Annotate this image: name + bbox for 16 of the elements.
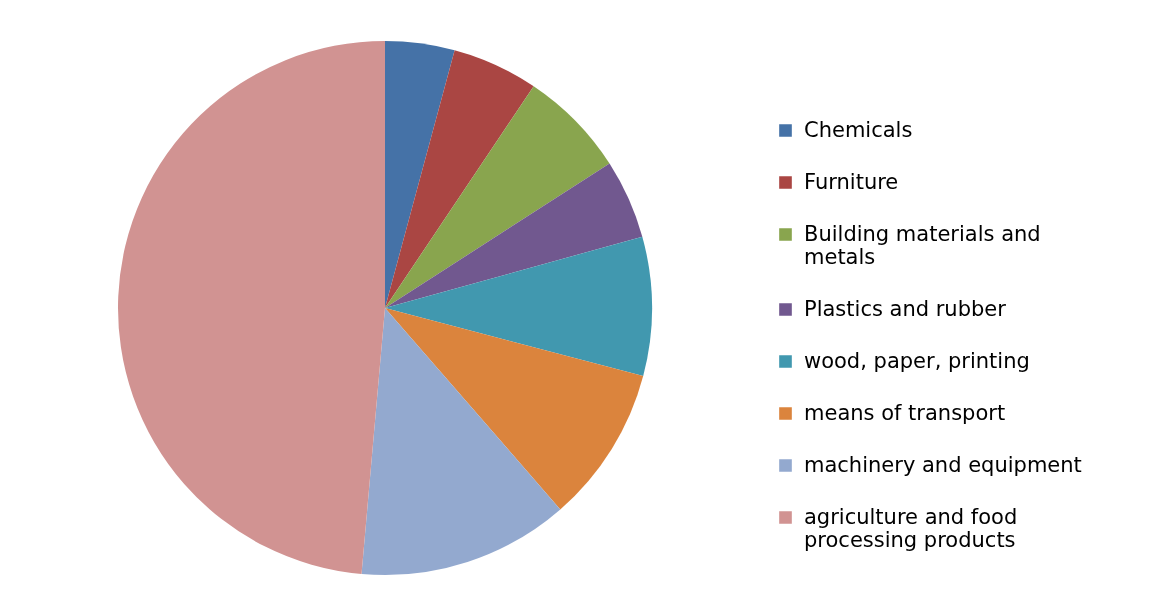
legend-label: Building materials and metals [804,221,1041,269]
pie-slice [385,308,644,510]
pie-slice [385,50,534,308]
pie-slice [361,308,561,575]
legend-label: Furniture [804,169,899,194]
pie-slice [118,41,385,574]
legend-label: means of transport [804,400,1006,425]
legend-label: wood, paper, printing [804,348,1030,373]
legend-label: agriculture and food processing products [804,504,1018,552]
legend-label: Plastics and rubber [804,296,1007,321]
pie-slice [385,163,643,308]
pie-slice [385,41,455,308]
pie-slice [385,86,610,308]
legend-label: machinery and equipment [804,452,1082,477]
pie-slice [385,236,652,377]
legend-label: Chemicals [804,117,913,142]
